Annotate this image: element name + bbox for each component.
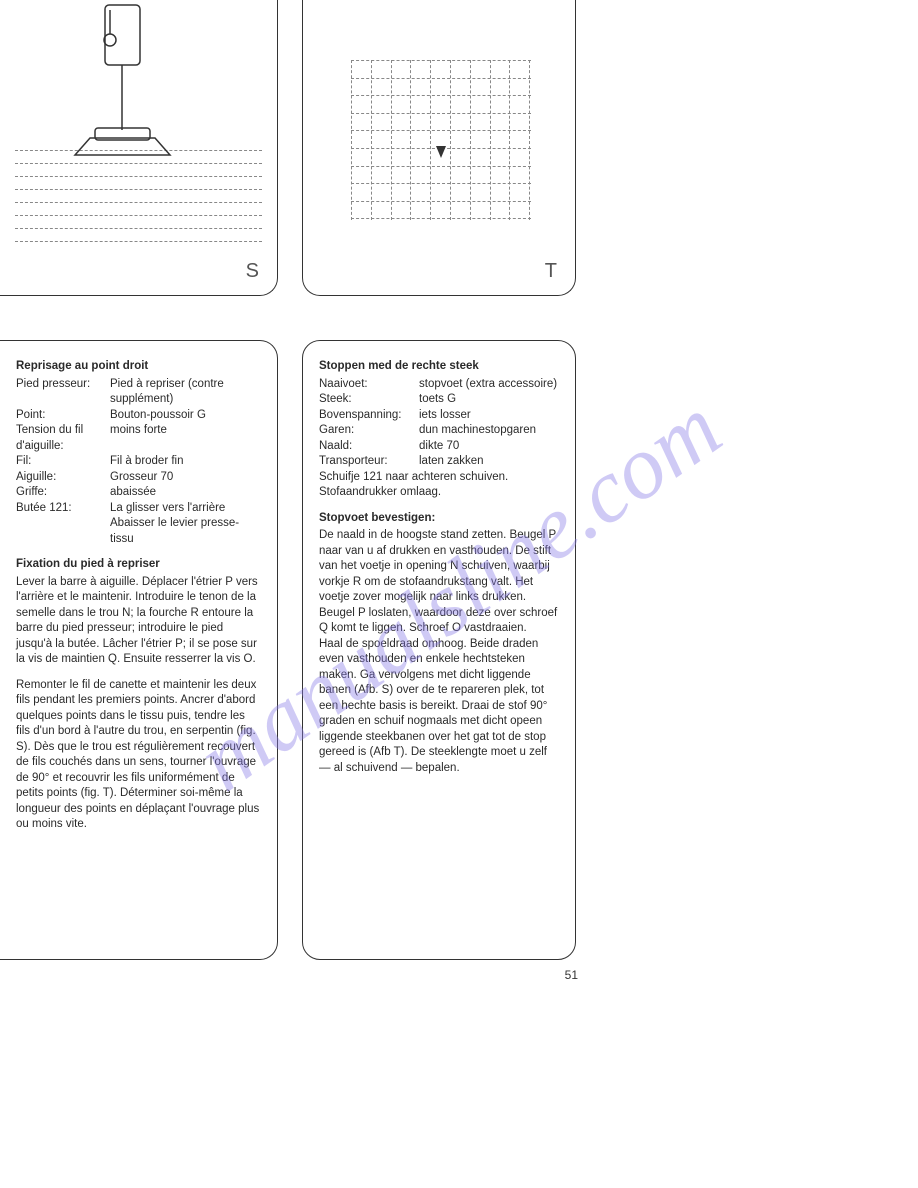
setting-label: Aiguille: bbox=[16, 470, 110, 486]
setting-row: Garen: dun machinestopgaren bbox=[319, 423, 559, 439]
nl-settings: Naaivoet: stopvoet (extra accessoire) St… bbox=[319, 377, 559, 470]
setting-value: Bouton-poussoir G bbox=[110, 408, 261, 424]
nl-title-1: Stoppen med de rechte steek bbox=[319, 359, 559, 375]
setting-value: abaissée bbox=[110, 485, 261, 501]
setting-value: toets G bbox=[419, 392, 559, 408]
setting-value: stopvoet (extra accessoire) bbox=[419, 377, 559, 393]
figure-label-s: S bbox=[246, 260, 259, 283]
fr-para-2: Remonter le fil de canette et maintenir … bbox=[16, 678, 261, 833]
stitch-lines-s bbox=[15, 150, 262, 265]
setting-row: Naald: dikte 70 bbox=[319, 439, 559, 455]
setting-label: Steek: bbox=[319, 392, 419, 408]
figure-s-box: S bbox=[0, 0, 278, 296]
fr-settings: Pied presseur: Pied à repriser (contre s… bbox=[16, 377, 261, 548]
setting-row: Aiguille: Grosseur 70 bbox=[16, 470, 261, 486]
manual-page: S T Reprisage a bbox=[0, 0, 918, 1188]
dutch-panel: Stoppen med de rechte steek Naaivoet: st… bbox=[302, 340, 576, 960]
setting-label: Butée 121: bbox=[16, 501, 110, 548]
stitch-grid-t bbox=[351, 60, 531, 220]
fr-title-1: Reprisage au point droit bbox=[16, 359, 261, 375]
setting-row: Butée 121: La glisser vers l'arrière Aba… bbox=[16, 501, 261, 548]
setting-row: Point: Bouton-poussoir G bbox=[16, 408, 261, 424]
setting-row: Griffe: abaissée bbox=[16, 485, 261, 501]
nl-line-1: Schuifje 121 naar achteren schuiven. bbox=[319, 470, 559, 486]
nl-para-1: De naald in de hoogste stand zetten. Beu… bbox=[319, 528, 559, 606]
figure-t-box: T bbox=[302, 0, 576, 296]
fr-para-1: Lever la barre à aiguille. Déplacer l'ét… bbox=[16, 575, 261, 668]
setting-row: Steek: toets G bbox=[319, 392, 559, 408]
page-number: 51 bbox=[565, 968, 578, 982]
setting-value: moins forte bbox=[110, 423, 261, 454]
setting-value: dikte 70 bbox=[419, 439, 559, 455]
presser-foot-icon bbox=[60, 0, 200, 160]
setting-value: laten zakken bbox=[419, 454, 559, 470]
setting-label: Naaivoet: bbox=[319, 377, 419, 393]
setting-value: Fil à broder fin bbox=[110, 454, 261, 470]
arrow-down-icon bbox=[436, 146, 446, 158]
setting-label: Naald: bbox=[319, 439, 419, 455]
setting-row: Naaivoet: stopvoet (extra accessoire) bbox=[319, 377, 559, 393]
setting-value: iets losser bbox=[419, 408, 559, 424]
setting-label: Pied presseur: bbox=[16, 377, 110, 408]
setting-value: Grosseur 70 bbox=[110, 470, 261, 486]
setting-value: La glisser vers l'arrière Abaisser le le… bbox=[110, 501, 261, 548]
setting-row: Fil: Fil à broder fin bbox=[16, 454, 261, 470]
setting-label: Fil: bbox=[16, 454, 110, 470]
setting-row: Tension du fil d'aiguille: moins forte bbox=[16, 423, 261, 454]
setting-label: Point: bbox=[16, 408, 110, 424]
nl-title-2: Stopvoet bevestigen: bbox=[319, 511, 559, 527]
setting-value: Pied à repriser (contre supplément) bbox=[110, 377, 261, 408]
setting-value: dun machinestopgaren bbox=[419, 423, 559, 439]
setting-label: Griffe: bbox=[16, 485, 110, 501]
setting-label: Tension du fil d'aiguille: bbox=[16, 423, 110, 454]
setting-row: Transporteur: laten zakken bbox=[319, 454, 559, 470]
setting-label: Bovenspanning: bbox=[319, 408, 419, 424]
figure-label-t: T bbox=[545, 260, 557, 283]
nl-line-2: Stofaandrukker omlaag. bbox=[319, 485, 559, 501]
nl-para-2: Beugel P loslaten, waardoor deze over sc… bbox=[319, 606, 559, 637]
fr-title-2: Fixation du pied à repriser bbox=[16, 557, 261, 573]
setting-label: Transporteur: bbox=[319, 454, 419, 470]
setting-row: Pied presseur: Pied à repriser (contre s… bbox=[16, 377, 261, 408]
french-panel: Reprisage au point droit Pied presseur: … bbox=[0, 340, 278, 960]
setting-label: Garen: bbox=[319, 423, 419, 439]
setting-row: Bovenspanning: iets losser bbox=[319, 408, 559, 424]
nl-para-3: Haal de spoeldraad omhoog. Beide draden … bbox=[319, 637, 559, 777]
